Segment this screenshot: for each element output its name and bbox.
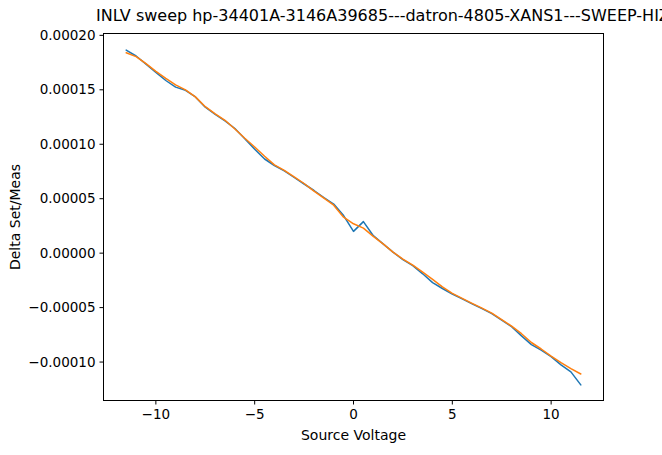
- y-tick-label: 0.00005: [40, 190, 96, 206]
- series-1-line: [126, 50, 581, 385]
- y-tick-label: 0.00020: [40, 27, 96, 43]
- plot-area: −10 −5 0 5 10 0.00020 0.00015 0.00010 0.00005 0.0…: [0, 0, 662, 455]
- chart-title: INLV sweep hp-34401A-3146A39685---datron…: [96, 6, 612, 25]
- y-tick-label: −0.00010: [28, 354, 95, 370]
- y-tick-label: 0.00015: [40, 81, 96, 97]
- series-2-line: [126, 53, 581, 374]
- x-tick-label: 0: [349, 406, 358, 422]
- x-tick-label: −10: [142, 406, 171, 422]
- y-tick-label: −0.00005: [28, 299, 95, 315]
- x-tick-label: 10: [543, 406, 560, 422]
- y-axis-label: Delta Set/Meas: [7, 164, 23, 270]
- x-tick-label: −5: [245, 406, 265, 422]
- y-tick-label: 0.00010: [40, 136, 96, 152]
- x-tick-label: 5: [448, 406, 457, 422]
- figure: −10 −5 0 5 10 0.00020 0.00015 0.00010 0.00005 0.0…: [0, 0, 662, 455]
- y-tick-label: 0.00000: [40, 245, 96, 261]
- x-axis-label: Source Voltage: [103, 427, 604, 443]
